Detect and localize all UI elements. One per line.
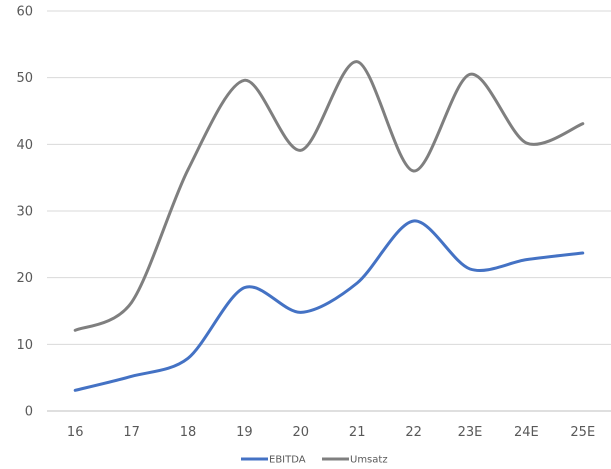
- y-tick-label: 60: [16, 5, 33, 20]
- series-line-umsatz: [73, 60, 585, 332]
- x-tick-label: 18: [180, 425, 197, 440]
- x-tick-label: 22: [405, 425, 422, 440]
- legend-label: EBITDA: [269, 455, 306, 466]
- x-tick-label: 23E: [458, 425, 483, 440]
- y-tick-label: 20: [16, 271, 33, 286]
- legend: EBITDA Umsatz: [241, 455, 388, 466]
- x-tick-label: 25E: [570, 425, 595, 440]
- series-lines: [73, 60, 585, 392]
- y-axis-tick-labels: 0 10 20 30 40 50 60: [16, 5, 33, 420]
- series-line-ebitda: [73, 219, 585, 392]
- y-tick-label: 30: [16, 205, 33, 220]
- gridlines: [47, 10, 611, 412]
- legend-item-umsatz: Umsatz: [322, 455, 388, 466]
- legend-item-ebitda: EBITDA: [241, 455, 306, 466]
- y-tick-label: 0: [25, 405, 33, 420]
- x-tick-label: 16: [67, 425, 84, 440]
- y-tick-label: 40: [16, 138, 33, 153]
- x-tick-label: 20: [293, 425, 310, 440]
- x-tick-label: 24E: [514, 425, 539, 440]
- x-tick-label: 17: [123, 425, 140, 440]
- y-tick-label: 50: [16, 71, 33, 86]
- y-tick-label: 10: [16, 338, 33, 353]
- x-axis-tick-labels: 16 17 18 19 20 21 22 23E 24E 25E: [67, 425, 595, 440]
- x-tick-label: 21: [349, 425, 366, 440]
- x-tick-label: 19: [236, 425, 253, 440]
- legend-label: Umsatz: [350, 455, 388, 466]
